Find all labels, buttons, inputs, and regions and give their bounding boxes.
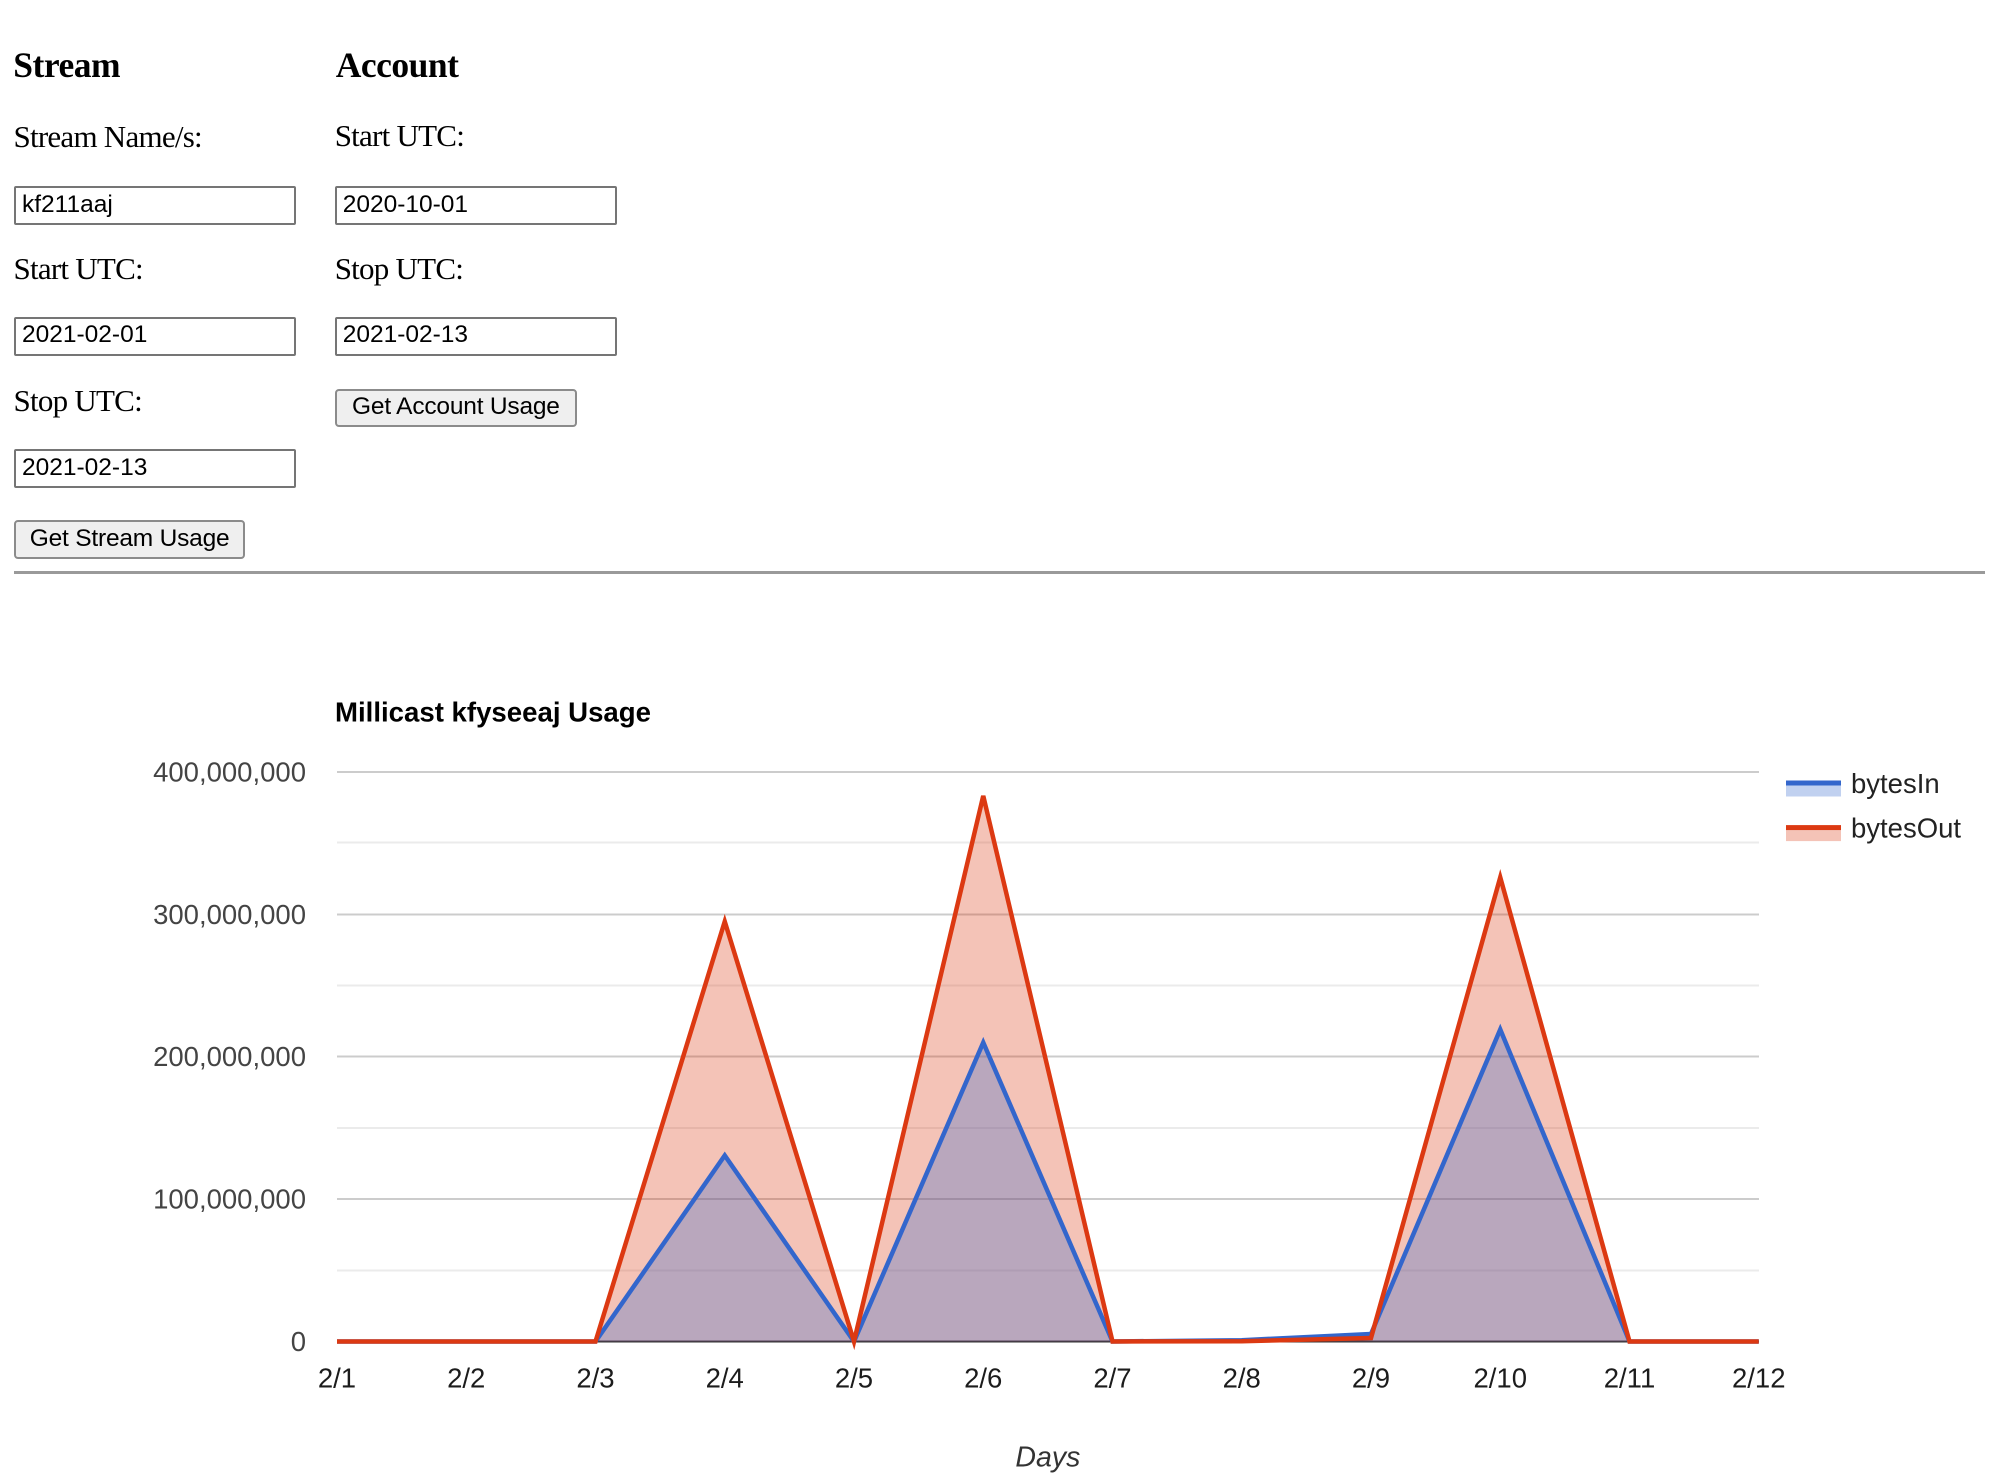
svg-text:2/1: 2/1 bbox=[318, 1363, 356, 1394]
svg-text:2/12: 2/12 bbox=[1732, 1363, 1786, 1394]
svg-text:100,000,000: 100,000,000 bbox=[153, 1184, 306, 1215]
svg-text:2/2: 2/2 bbox=[447, 1363, 485, 1394]
svg-text:bytesIn: bytesIn bbox=[1851, 768, 1940, 799]
svg-text:2/11: 2/11 bbox=[1604, 1363, 1655, 1394]
svg-text:2/6: 2/6 bbox=[964, 1363, 1002, 1394]
svg-text:200,000,000: 200,000,000 bbox=[153, 1041, 306, 1072]
svg-text:2/8: 2/8 bbox=[1223, 1363, 1261, 1394]
svg-text:Days: Days bbox=[1015, 1442, 1080, 1474]
svg-text:2/10: 2/10 bbox=[1473, 1363, 1527, 1394]
svg-text:2/4: 2/4 bbox=[706, 1363, 744, 1394]
svg-text:300,000,000: 300,000,000 bbox=[153, 899, 306, 930]
svg-text:Millicast kfyseeaj Usage: Millicast kfyseeaj Usage bbox=[335, 697, 651, 728]
svg-text:2/3: 2/3 bbox=[576, 1363, 614, 1394]
svg-text:bytesOut: bytesOut bbox=[1851, 813, 1961, 844]
svg-text:2/7: 2/7 bbox=[1093, 1363, 1131, 1394]
svg-text:0: 0 bbox=[291, 1326, 306, 1357]
svg-text:2/5: 2/5 bbox=[835, 1363, 873, 1394]
svg-text:2/9: 2/9 bbox=[1352, 1363, 1390, 1394]
svg-text:400,000,000: 400,000,000 bbox=[153, 756, 306, 787]
